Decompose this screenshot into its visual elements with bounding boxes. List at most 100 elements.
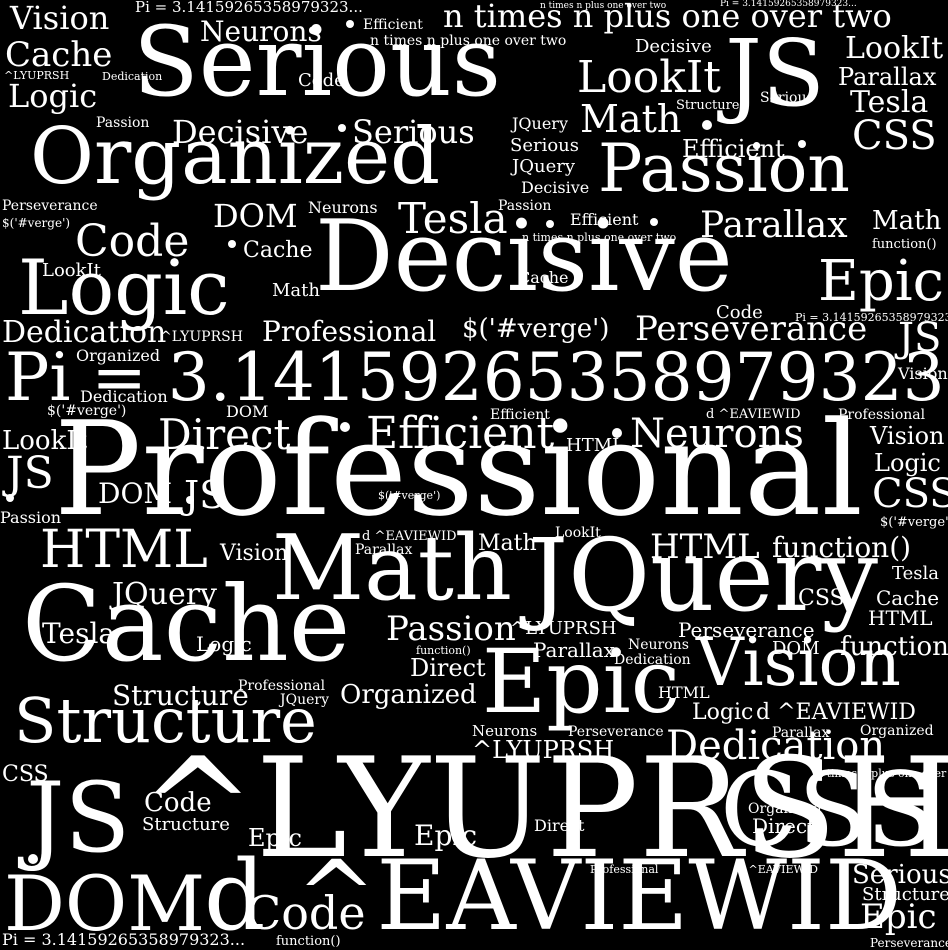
- word: Code: [75, 216, 190, 267]
- word: JS: [898, 315, 942, 361]
- word: JQuery: [528, 517, 878, 634]
- word: LookIt: [845, 31, 944, 66]
- word: Vision: [10, 0, 110, 37]
- word: LookIt: [555, 525, 601, 541]
- word: Tesla: [850, 85, 929, 120]
- word: Math: [272, 280, 320, 301]
- word: LookIt: [42, 260, 101, 281]
- word: CSS: [852, 113, 937, 159]
- word: Passion: [598, 130, 850, 207]
- word: Efficient: [682, 135, 785, 163]
- word: JQuery: [512, 114, 568, 133]
- word: Organized: [860, 723, 934, 739]
- word: Neurons: [630, 411, 804, 457]
- word: Professional: [590, 863, 659, 876]
- word: Math: [272, 516, 512, 621]
- word: JQuery: [512, 156, 575, 177]
- word: ^LYUPRSH: [160, 329, 243, 345]
- word: Code: [298, 70, 345, 91]
- word: function(): [840, 632, 948, 662]
- dot: [186, 496, 194, 504]
- word: function(): [416, 644, 471, 657]
- word: Code: [144, 788, 212, 818]
- word: $('#verge'): [2, 216, 71, 230]
- word: Vision: [696, 624, 901, 701]
- word: Logic: [196, 632, 252, 656]
- word: Structure: [112, 679, 249, 712]
- word: Decisive: [635, 36, 712, 57]
- word: $('#verge'): [47, 403, 127, 419]
- word: Math: [580, 97, 682, 141]
- word: HTML: [40, 520, 208, 580]
- word: $('#verge'): [462, 314, 610, 344]
- word: Structure: [676, 98, 740, 113]
- word: CSS: [720, 751, 937, 870]
- word: Epic: [248, 824, 302, 852]
- word: Organized: [340, 680, 477, 710]
- word: Vision: [220, 541, 289, 566]
- dot: [612, 428, 622, 438]
- word: Parallax: [838, 63, 937, 91]
- word: Tesla: [42, 617, 116, 650]
- word: Dedication: [666, 723, 886, 769]
- word: Passion: [96, 115, 150, 131]
- word: Logic: [874, 449, 941, 477]
- dot: [798, 140, 806, 148]
- word: HTML: [650, 527, 760, 567]
- word: n times n plus one over two: [370, 33, 567, 49]
- dot: [228, 240, 236, 248]
- dot: [702, 120, 712, 130]
- word: DOM: [226, 402, 269, 421]
- word: CSS: [872, 471, 948, 517]
- word: Efficient: [366, 408, 555, 459]
- word: LookIt: [2, 426, 88, 456]
- word: Parallax: [772, 725, 830, 741]
- word: Pi = 3.14159265358979323...: [135, 0, 363, 16]
- word: Passion: [498, 198, 552, 214]
- word: Passion: [386, 609, 516, 649]
- word: Professional: [838, 407, 926, 423]
- word: Tesla: [398, 194, 508, 243]
- word: Efficient: [490, 407, 550, 423]
- word: Neurons: [308, 198, 378, 217]
- word: Pi = 3.14159265358979323...: [5, 339, 948, 416]
- word: Code: [246, 886, 366, 940]
- word: Cache: [22, 563, 351, 685]
- word: Efficient: [363, 17, 423, 33]
- word: Perseverance: [678, 618, 815, 642]
- word: Epic: [414, 819, 477, 852]
- word: n times n plus one over two: [443, 0, 892, 35]
- word: JS: [725, 20, 825, 127]
- dot: [28, 854, 38, 864]
- word: Math: [478, 531, 537, 556]
- word: $('#verge'): [378, 489, 441, 502]
- word: ^LYUPRSH: [140, 728, 948, 889]
- word: Cache: [876, 586, 940, 610]
- word: Logic: [692, 700, 754, 725]
- word: $('#verge'): [880, 515, 948, 530]
- word: function(): [772, 531, 912, 564]
- word: Professional: [54, 393, 864, 545]
- word: ^LYUPRSH: [510, 618, 617, 639]
- word: Dedication: [614, 652, 691, 668]
- word: Cache: [243, 238, 313, 263]
- word: Dedication: [102, 70, 163, 83]
- word: d ^EAVIEWID: [738, 863, 818, 876]
- word: Pi = 3.14159265358979323...: [720, 0, 857, 9]
- word: JS: [184, 473, 226, 517]
- dot: [338, 124, 346, 132]
- word: Structure: [142, 814, 230, 835]
- word: Perseverance: [2, 198, 98, 214]
- word: Parallax: [533, 638, 615, 662]
- word: Decisive: [521, 178, 590, 197]
- word: Direct: [534, 816, 585, 835]
- word: Serious: [852, 860, 948, 890]
- word: Neurons: [472, 722, 538, 740]
- word: function(): [872, 237, 937, 252]
- word: Vision: [870, 422, 945, 450]
- word: Structure: [14, 684, 317, 757]
- word: n times n plus one over two: [816, 767, 948, 780]
- word: HTML: [658, 683, 710, 702]
- word: Pi = 3.14159265358979323...: [2, 930, 246, 949]
- word: Direct: [158, 410, 291, 459]
